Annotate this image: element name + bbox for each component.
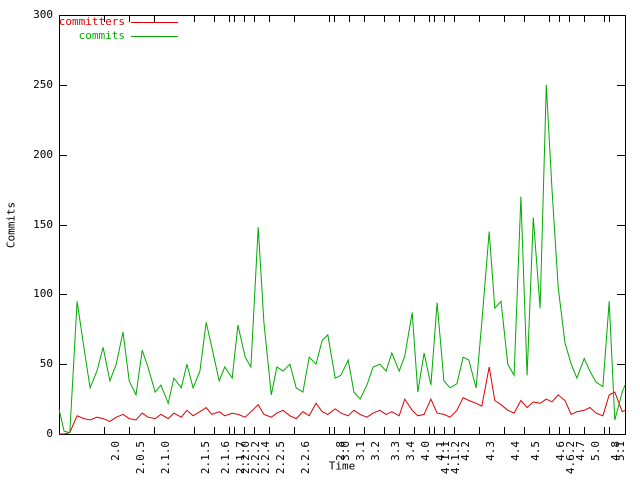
legend-label-committers: committers <box>58 15 125 28</box>
x-tick-label: 4.7 <box>573 441 587 461</box>
y-tick-label: 200 <box>33 147 53 161</box>
x-tick-label: 2.0.5 <box>134 441 148 475</box>
y-tick-label: 50 <box>39 357 53 371</box>
x-tick-label: 4.0 <box>418 441 432 461</box>
y-tick-label: 300 <box>33 8 53 21</box>
x-tick-label: 2.1.0 <box>159 441 173 475</box>
x-tick-label: 2.1.5 <box>199 441 213 475</box>
y-tick-label: 100 <box>33 287 53 301</box>
x-tick-label: 3.0 <box>339 441 353 461</box>
x-tick-label: 3.1 <box>353 441 367 461</box>
x-tick-label: 3.3 <box>388 441 402 461</box>
x-tick-label: 5.0 <box>589 441 603 461</box>
y-tick-label: 250 <box>33 77 53 91</box>
x-tick-label: 2.2.4 <box>259 441 273 475</box>
x-tick-label: 4.5 <box>529 441 543 461</box>
x-tick-label: 2.2.5 <box>273 441 287 475</box>
legend-label-commits: commits <box>78 29 125 42</box>
x-axis-title: Time <box>328 459 356 473</box>
x-tick-label: 3.2 <box>369 441 383 461</box>
series-line-committers <box>59 366 626 435</box>
x-tick-label: 4.4 <box>508 441 522 461</box>
x-tick-label: 2.0 <box>109 441 123 461</box>
x-tick-label: 5.1 <box>614 441 628 461</box>
x-tick-label: 4.3 <box>483 441 497 461</box>
x-tick-label: 2.1.6 <box>219 441 233 475</box>
x-tick-label: 3.4 <box>404 441 418 461</box>
y-tick-label: 150 <box>33 217 53 231</box>
series-line-commits <box>58 84 626 434</box>
x-tick-label: 2.2.6 <box>298 441 312 475</box>
x-tick-label: 4.2 <box>459 441 473 461</box>
y-tick-label: 0 <box>46 427 53 440</box>
